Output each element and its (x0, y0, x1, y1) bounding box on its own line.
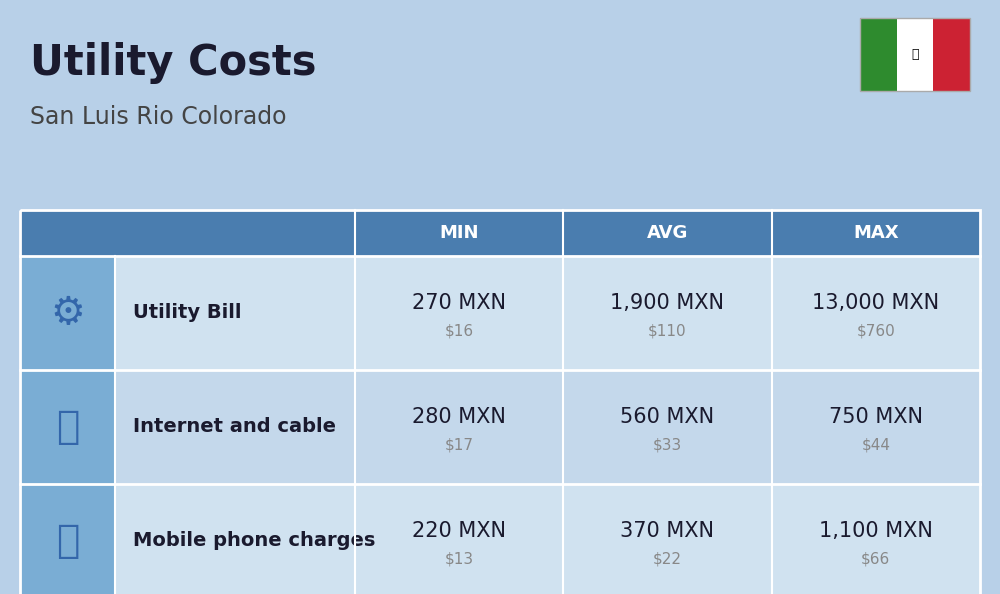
Bar (20, 256, 115, 370)
Text: Utility Costs: Utility Costs (30, 42, 316, 84)
Bar (20, 484, 980, 594)
Bar (20, 370, 980, 484)
Text: $33: $33 (653, 438, 682, 453)
Text: Utility Bill: Utility Bill (133, 304, 242, 323)
Text: ⚙: ⚙ (50, 294, 85, 332)
Bar (20, 210, 115, 256)
Bar (860, 18, 970, 91)
Text: 270 MXN: 270 MXN (412, 293, 506, 313)
Text: San Luis Rio Colorado: San Luis Rio Colorado (30, 105, 287, 129)
Text: 1,100 MXN: 1,100 MXN (819, 521, 933, 541)
Text: Internet and cable: Internet and cable (133, 418, 336, 437)
Text: 560 MXN: 560 MXN (620, 407, 715, 427)
Text: 750 MXN: 750 MXN (829, 407, 923, 427)
Bar (20, 370, 115, 484)
Text: 🦅: 🦅 (911, 48, 919, 61)
Text: $110: $110 (648, 324, 687, 339)
Bar (20, 484, 115, 594)
Text: $760: $760 (856, 324, 895, 339)
Text: $44: $44 (861, 438, 890, 453)
Bar (20, 210, 980, 256)
Text: $22: $22 (653, 551, 682, 567)
Text: MAX: MAX (853, 224, 899, 242)
Bar (933, 18, 970, 91)
Bar (897, 18, 933, 91)
Text: AVG: AVG (647, 224, 688, 242)
Text: Mobile phone charges: Mobile phone charges (133, 532, 375, 551)
Bar (20, 256, 980, 370)
Text: 370 MXN: 370 MXN (620, 521, 714, 541)
Text: $16: $16 (445, 324, 474, 339)
Text: 📱: 📱 (56, 522, 79, 560)
Bar (860, 18, 897, 91)
Bar (20, 210, 980, 594)
Text: $66: $66 (861, 551, 890, 567)
Text: 13,000 MXN: 13,000 MXN (812, 293, 939, 313)
Text: 📶: 📶 (56, 408, 79, 446)
Text: MIN: MIN (439, 224, 479, 242)
Text: 280 MXN: 280 MXN (412, 407, 506, 427)
Text: 220 MXN: 220 MXN (412, 521, 506, 541)
Text: $13: $13 (445, 551, 474, 567)
Text: 1,900 MXN: 1,900 MXN (610, 293, 724, 313)
Bar (860, 18, 970, 91)
Text: $17: $17 (445, 438, 474, 453)
Bar (115, 210, 355, 256)
